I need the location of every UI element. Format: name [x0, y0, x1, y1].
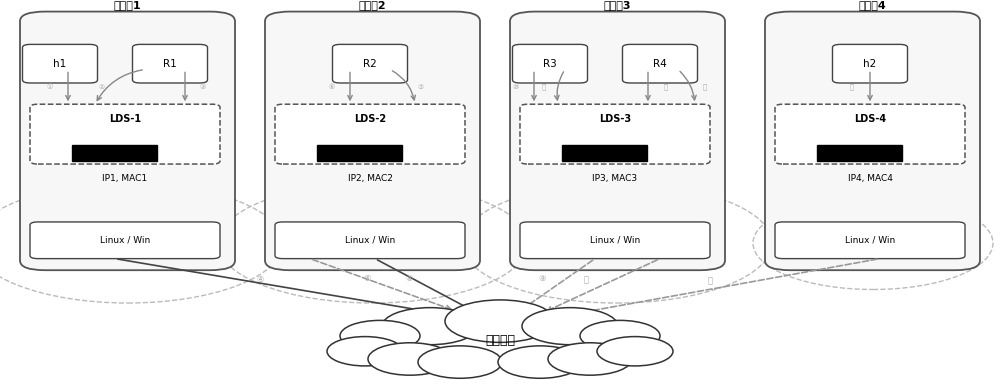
Text: IP3, MAC3: IP3, MAC3	[592, 174, 638, 183]
FancyBboxPatch shape	[20, 12, 235, 270]
Text: ③: ③	[200, 84, 206, 90]
Text: ①: ①	[47, 84, 53, 90]
FancyBboxPatch shape	[22, 44, 98, 83]
Text: ⑤: ⑤	[364, 274, 371, 283]
Text: LDS-4: LDS-4	[854, 114, 886, 124]
FancyBboxPatch shape	[832, 44, 908, 83]
Circle shape	[368, 343, 452, 375]
Text: ④: ④	[256, 275, 264, 284]
Text: Linux / Win: Linux / Win	[845, 236, 895, 245]
Text: ②: ②	[99, 84, 105, 90]
FancyBboxPatch shape	[520, 222, 710, 259]
Circle shape	[418, 346, 502, 378]
Text: ⑫: ⑫	[664, 83, 668, 90]
Text: R2: R2	[363, 59, 377, 69]
Text: 服务器3: 服务器3	[604, 0, 631, 10]
Text: ⑯: ⑯	[850, 83, 854, 90]
Text: ⑭: ⑭	[584, 275, 589, 284]
Text: R1: R1	[163, 59, 177, 69]
FancyBboxPatch shape	[775, 222, 965, 259]
FancyBboxPatch shape	[510, 12, 725, 270]
FancyBboxPatch shape	[765, 12, 980, 270]
FancyBboxPatch shape	[275, 222, 465, 259]
FancyBboxPatch shape	[30, 104, 220, 164]
Text: h2: h2	[863, 59, 877, 69]
Circle shape	[580, 320, 660, 351]
Text: h1: h1	[53, 59, 67, 69]
Text: LDS-3: LDS-3	[599, 114, 631, 124]
Circle shape	[382, 308, 478, 345]
Circle shape	[327, 337, 403, 366]
Text: 服务器1: 服务器1	[114, 0, 141, 10]
Circle shape	[340, 320, 420, 351]
Circle shape	[522, 308, 618, 345]
Text: 服务器2: 服务器2	[359, 0, 386, 10]
FancyBboxPatch shape	[622, 44, 698, 83]
Circle shape	[498, 346, 582, 378]
Text: ⑪: ⑪	[541, 83, 546, 90]
Circle shape	[597, 337, 673, 366]
Text: R3: R3	[543, 59, 557, 69]
Text: ⑥: ⑥	[329, 84, 335, 90]
Text: IP4, MAC4: IP4, MAC4	[848, 174, 892, 183]
Text: IP1, MAC1: IP1, MAC1	[102, 174, 148, 183]
Text: ⑧: ⑧	[405, 274, 413, 283]
Bar	[317, 145, 402, 161]
Bar	[72, 145, 157, 161]
Text: Linux / Win: Linux / Win	[100, 236, 150, 245]
Text: 物理网络: 物理网络	[485, 334, 515, 347]
Text: Linux / Win: Linux / Win	[345, 236, 395, 245]
FancyBboxPatch shape	[775, 104, 965, 164]
FancyBboxPatch shape	[275, 104, 465, 164]
Circle shape	[445, 300, 555, 342]
FancyBboxPatch shape	[520, 104, 710, 164]
FancyBboxPatch shape	[30, 222, 220, 259]
FancyBboxPatch shape	[332, 44, 408, 83]
Text: R4: R4	[653, 59, 667, 69]
Text: ⑩: ⑩	[513, 84, 519, 90]
Bar	[817, 145, 902, 161]
FancyBboxPatch shape	[132, 44, 208, 83]
Text: Linux / Win: Linux / Win	[590, 236, 640, 245]
Text: LDS-2: LDS-2	[354, 114, 386, 124]
Text: ⑬: ⑬	[702, 83, 707, 90]
Text: LDS-1: LDS-1	[109, 114, 141, 124]
Text: ⑨: ⑨	[539, 274, 546, 283]
Text: ⑦: ⑦	[417, 84, 424, 90]
FancyBboxPatch shape	[513, 44, 588, 83]
Text: ⑮: ⑮	[708, 276, 712, 285]
Text: IP2, MAC2: IP2, MAC2	[348, 174, 392, 183]
FancyBboxPatch shape	[265, 12, 480, 270]
Bar	[562, 145, 647, 161]
Circle shape	[548, 343, 632, 375]
Text: 服务器4: 服务器4	[859, 0, 886, 10]
